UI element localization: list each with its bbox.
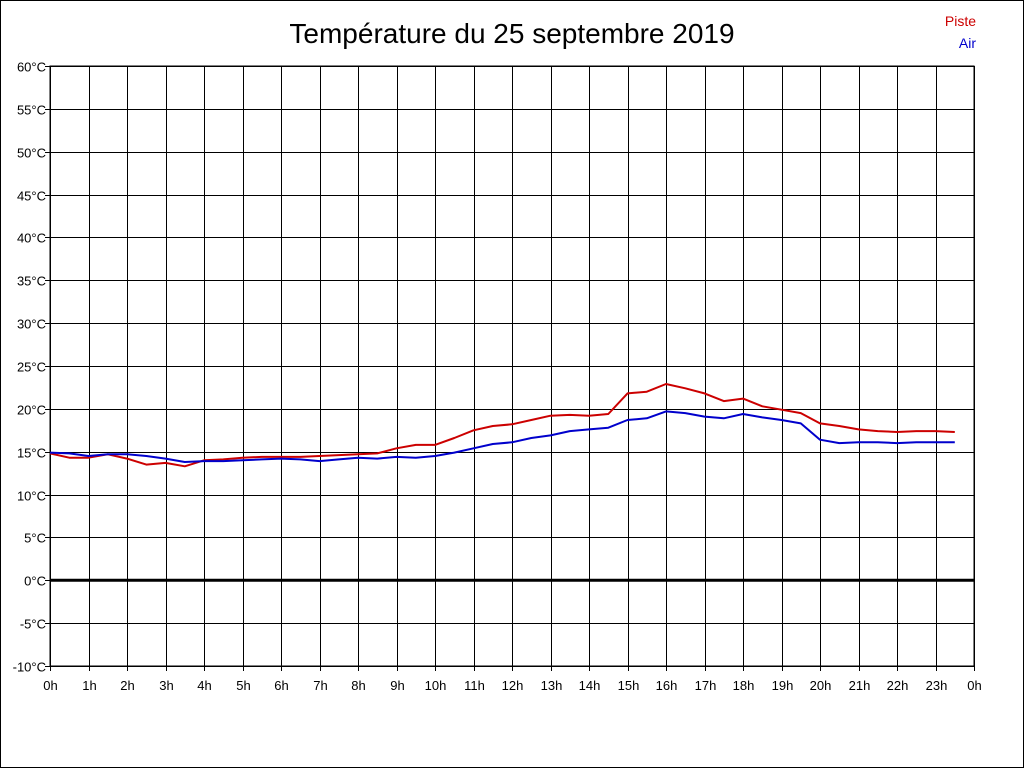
y-tick-label: 0°C [24, 574, 46, 589]
x-tick-label: 16h [656, 678, 678, 693]
x-tick-label: 13h [541, 678, 563, 693]
x-tick-label: 19h [772, 678, 794, 693]
x-tick-label: 11h [464, 678, 485, 693]
y-tick-label: -5°C [20, 617, 46, 632]
y-tick-label: 30°C [17, 317, 46, 332]
x-tick-label: 4h [197, 678, 211, 693]
x-tick-label: 3h [159, 678, 173, 693]
x-tick-label: 10h [425, 678, 447, 693]
y-tick-label: 15°C [17, 446, 46, 461]
chart-title: Température du 25 septembre 2019 [289, 18, 735, 49]
legend-item-piste: Piste [944, 13, 976, 29]
y-tick-label: 45°C [17, 189, 46, 204]
y-tick-label: 40°C [17, 231, 46, 246]
x-tick-label: 1h [82, 678, 96, 693]
x-tick-label: 0h [967, 678, 981, 693]
x-tick-label: 17h [695, 678, 717, 693]
x-tick-label: 21h [849, 678, 871, 693]
x-tick-label: 14h [579, 678, 601, 693]
y-tick-label: -10°C [13, 660, 46, 675]
y-tick-label: 55°C [17, 103, 46, 118]
y-tick-label: 50°C [17, 146, 46, 161]
x-tick-label: 18h [733, 678, 755, 693]
x-tick-label: 23h [926, 678, 948, 693]
x-tick-label: 5h [236, 678, 250, 693]
x-tick-label: 7h [313, 678, 327, 693]
x-tick-label: 8h [351, 678, 365, 693]
legend-item-air: Air [958, 35, 976, 51]
x-tick-label: 20h [810, 678, 832, 693]
x-tick-label: 0h [43, 678, 57, 693]
y-tick-label: 60°C [17, 60, 46, 75]
x-tick-label: 15h [618, 678, 640, 693]
y-tick-label: 20°C [17, 403, 46, 418]
y-tick-label: 10°C [17, 489, 46, 504]
x-tick-label: 9h [390, 678, 404, 693]
x-tick-label: 22h [887, 678, 909, 693]
y-tick-label: 5°C [24, 531, 46, 546]
y-tick-label: 25°C [17, 360, 46, 375]
x-tick-label: 6h [274, 678, 288, 693]
y-tick-label: 35°C [17, 274, 46, 289]
x-tick-label: 2h [120, 678, 134, 693]
series-line-air [49, 410, 955, 463]
x-tick-label: 12h [502, 678, 524, 693]
